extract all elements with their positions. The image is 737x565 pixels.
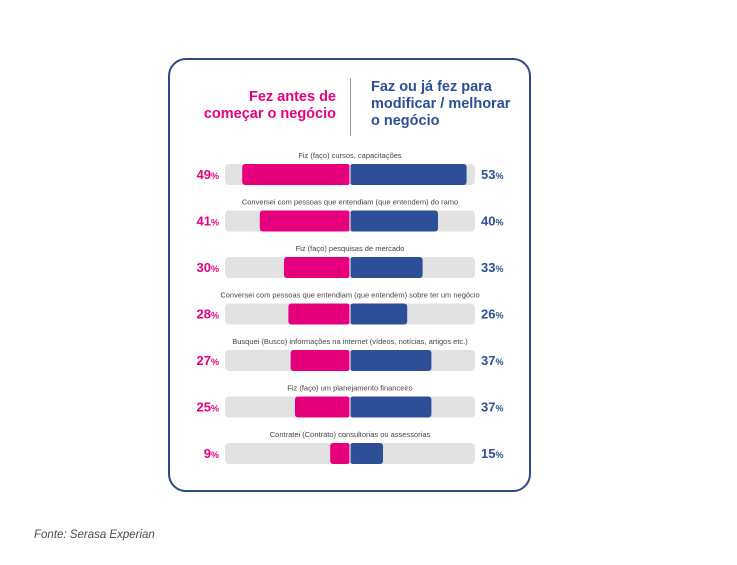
- header-divider: [350, 78, 351, 136]
- right-value-label: 37%: [481, 400, 503, 415]
- category-label: Busquei (Busco) informações na internet …: [232, 337, 468, 346]
- left-value-label: 28%: [197, 307, 219, 322]
- right-bar: [350, 164, 467, 185]
- category-label: Fiz (faço) um planejamento financeiro: [287, 384, 412, 393]
- right-value-label: 26%: [481, 307, 503, 322]
- left-bar: [259, 210, 350, 232]
- left-bar: [330, 443, 350, 464]
- left-value-label: 41%: [197, 214, 219, 229]
- category-label: Conversei com pessoas que entendiam (que…: [242, 198, 458, 207]
- category-label: Contratei (Contrato) consultorias ou ass…: [270, 430, 431, 439]
- category-label: Conversei com pessoas que entendiam (que…: [220, 291, 479, 300]
- right-heading-line-2: modificar / melhorar: [371, 96, 511, 112]
- left-bar: [284, 257, 350, 278]
- category-label: Fiz (faço) pesquisas de mercado: [296, 244, 405, 253]
- left-value-label: 27%: [197, 353, 219, 368]
- left-value-label: 49%: [197, 167, 219, 182]
- left-value-label: 30%: [197, 260, 219, 275]
- right-bar: [350, 257, 423, 278]
- right-bar: [350, 210, 438, 232]
- category-label: Fiz (faço) cursos, capacitações: [298, 151, 402, 160]
- left-heading-line-2: começar o negócio: [203, 106, 336, 122]
- right-value-label: 40%: [481, 214, 503, 229]
- left-series-heading: Fez antes de começar o negócio: [0, 89, 336, 123]
- left-value-label: 25%: [197, 400, 219, 415]
- right-heading-line-3: o negócio: [371, 113, 440, 129]
- right-value-label: 37%: [481, 353, 503, 368]
- right-value-label: 53%: [481, 167, 503, 182]
- source-note: Fonte: Serasa Experian: [34, 529, 155, 541]
- right-bar: [350, 396, 432, 418]
- right-heading-line-1: Faz ou já fez para: [371, 79, 492, 95]
- right-bar: [350, 303, 408, 325]
- left-bar: [288, 303, 350, 325]
- right-series-heading: Faz ou já fez para modificar / melhorar …: [371, 79, 541, 130]
- left-bar: [242, 164, 350, 185]
- right-value-label: 33%: [481, 260, 503, 275]
- left-bar: [290, 350, 350, 371]
- left-bar: [295, 396, 350, 418]
- left-heading-line-1: Fez antes de: [248, 89, 336, 105]
- right-bar: [350, 443, 383, 464]
- left-value-label: 9%: [204, 446, 219, 461]
- right-bar: [350, 350, 432, 371]
- right-value-label: 15%: [481, 446, 503, 461]
